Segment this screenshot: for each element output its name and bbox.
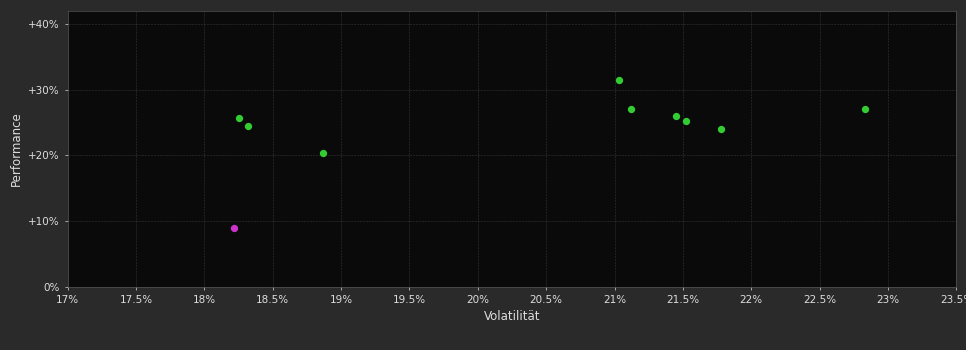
Point <box>678 118 694 124</box>
Point <box>714 126 729 132</box>
Point <box>231 115 246 121</box>
Point <box>316 150 331 155</box>
Y-axis label: Performance: Performance <box>10 111 23 186</box>
X-axis label: Volatilität: Volatilität <box>484 310 540 323</box>
Point <box>668 114 684 119</box>
Point <box>623 106 639 111</box>
Point <box>241 124 256 129</box>
Point <box>857 106 872 112</box>
Point <box>611 77 626 83</box>
Point <box>227 225 242 231</box>
